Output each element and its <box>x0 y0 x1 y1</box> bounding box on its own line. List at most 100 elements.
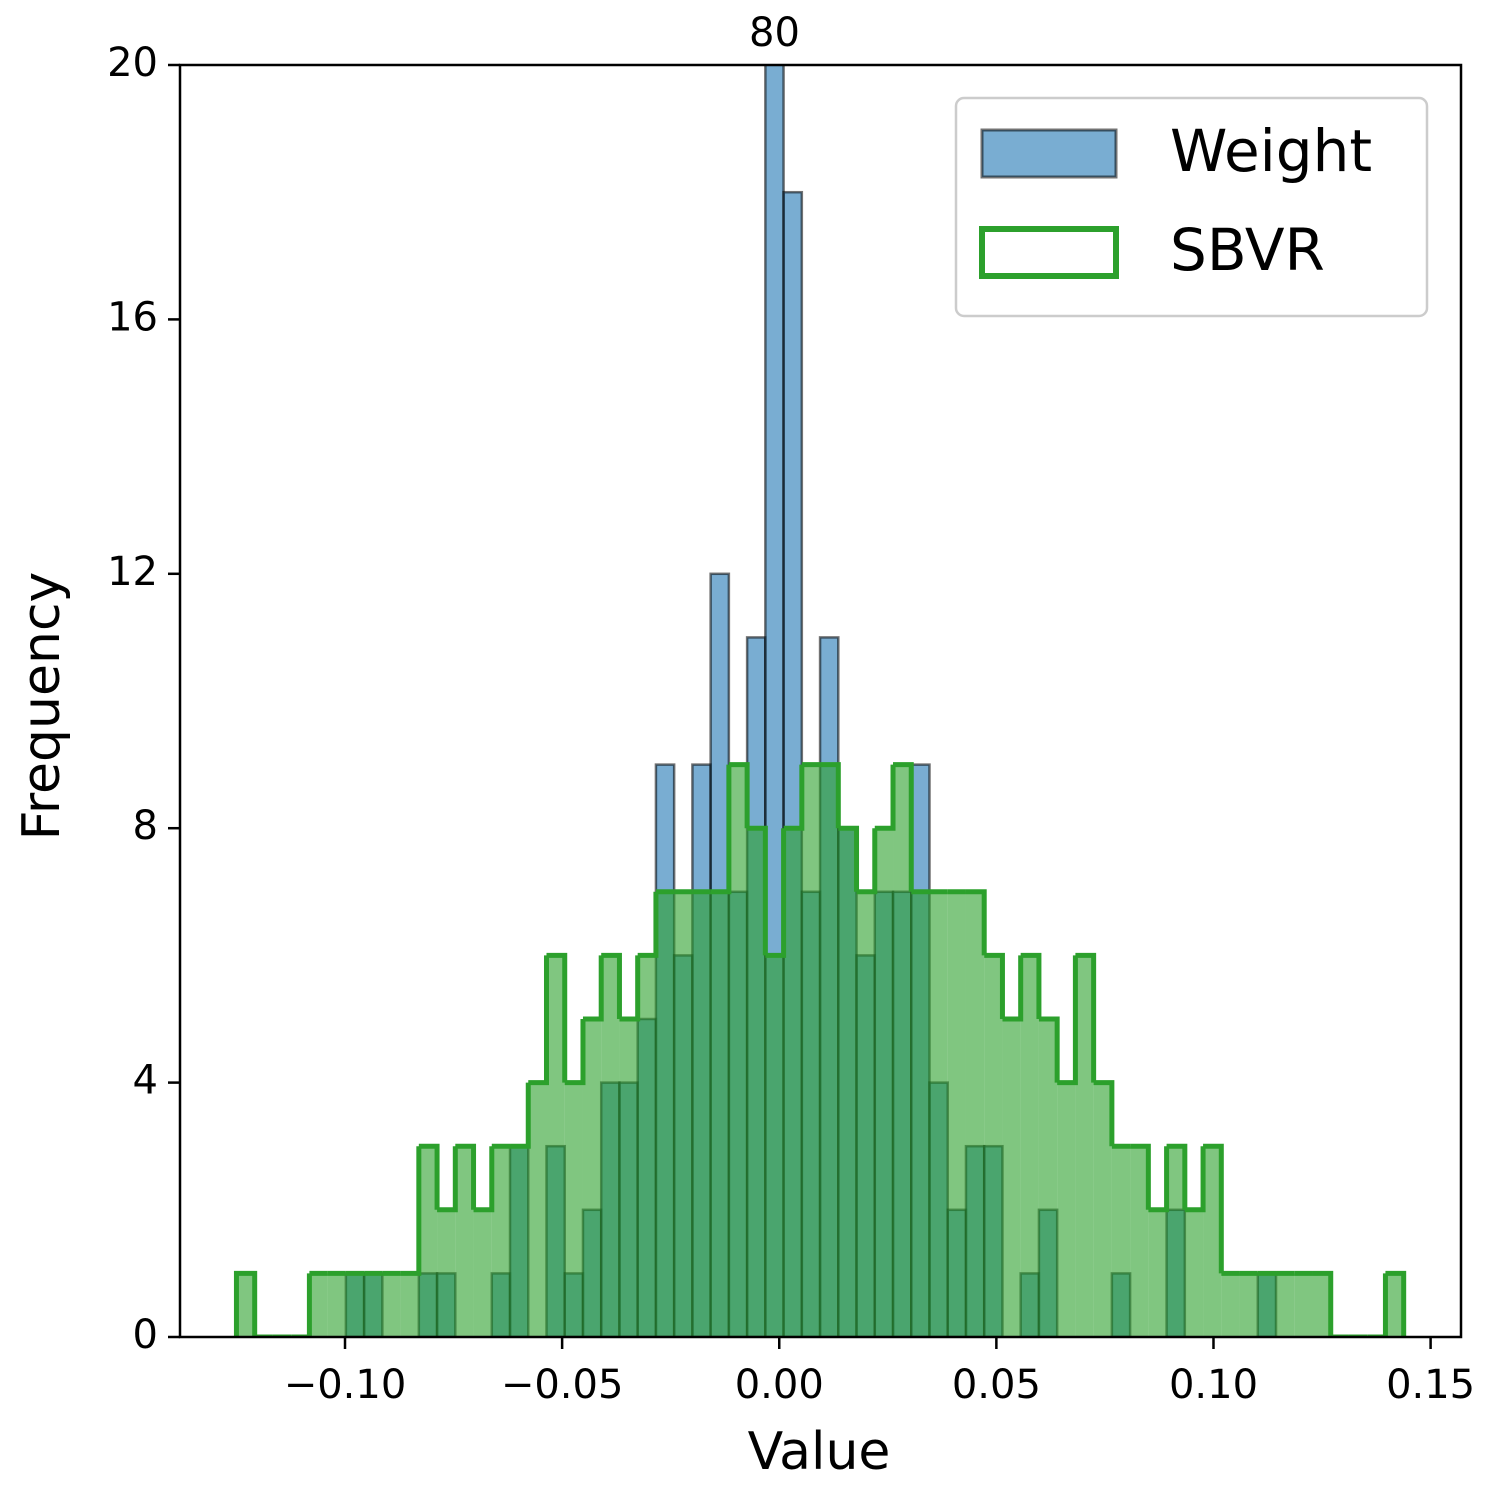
step-outline <box>765 828 787 958</box>
histogram-bar <box>601 955 620 1337</box>
histogram-bar <box>637 955 656 1337</box>
histogram-bar <box>820 764 839 1337</box>
legend-label: Weight <box>1170 117 1372 185</box>
histogram-bar <box>674 891 693 1337</box>
histogram-bar <box>1221 1273 1240 1337</box>
step-outline <box>418 1143 440 1210</box>
histogram-bar <box>1148 1209 1167 1337</box>
step-outline <box>546 952 568 1083</box>
histogram-bar <box>455 1146 474 1337</box>
step-outline <box>455 1143 477 1210</box>
histogram-bar <box>1294 1273 1313 1337</box>
step-outline <box>582 955 604 1022</box>
step-outline <box>291 1273 312 1337</box>
histogram-bar <box>1038 1019 1058 1337</box>
y-tick-label: 4 <box>133 1058 158 1104</box>
histogram-bar <box>1020 955 1039 1337</box>
x-axis-label: Value <box>748 1422 891 1482</box>
step-outline <box>528 955 549 1086</box>
histogram-bar <box>1130 1146 1149 1337</box>
histogram-bar <box>564 1082 583 1337</box>
histogram-bar <box>582 1019 602 1337</box>
legend-label: SBVR <box>1170 216 1325 284</box>
histogram-bar <box>710 891 729 1337</box>
y-axis-label: Frequency <box>12 572 72 841</box>
histogram-bar <box>1184 1209 1204 1337</box>
legend-swatch <box>979 226 1119 279</box>
histogram-bar <box>510 1146 529 1337</box>
step-outline <box>1148 1146 1170 1213</box>
step-outline <box>564 1019 586 1086</box>
histogram-bar <box>1276 1273 1295 1337</box>
step-outline <box>619 955 641 1022</box>
legend-swatch <box>980 128 1118 179</box>
histogram-bar <box>874 828 894 1337</box>
step-outline <box>747 825 768 956</box>
histogram-bar <box>437 1209 456 1337</box>
step-outline <box>965 889 987 956</box>
step-outline <box>728 762 750 829</box>
step-outline <box>856 828 878 895</box>
step-outline <box>1130 1143 1151 1210</box>
histogram-bar <box>783 828 802 1337</box>
histogram-bar <box>838 828 857 1337</box>
step-outline <box>1057 955 1078 1086</box>
step-outline <box>1020 952 1042 1019</box>
histogram-bar <box>1111 1146 1131 1337</box>
histogram-bar <box>655 891 675 1337</box>
histogram-bar <box>947 891 966 1337</box>
histogram-bar <box>747 828 766 1337</box>
histogram-bar <box>929 891 948 1337</box>
step-outline <box>1203 1143 1224 1274</box>
histogram-bar <box>1075 955 1094 1337</box>
histogram-bar <box>1239 1273 1258 1337</box>
histogram-bar <box>345 1273 365 1337</box>
step-outline <box>400 1146 422 1276</box>
histogram-bar <box>418 1146 438 1337</box>
histogram-bar <box>1057 1082 1076 1337</box>
x-tick-label: 0.15 <box>1386 1362 1475 1408</box>
step-outline <box>838 825 860 892</box>
step-outline <box>233 1270 258 1337</box>
x-tick-label: 0.10 <box>1169 1362 1258 1408</box>
histogram-bar <box>382 1273 401 1337</box>
step-outline <box>601 952 622 1019</box>
histogram-bar <box>1203 1146 1222 1337</box>
plot-area <box>233 65 1407 1337</box>
clipped-value-label: 80 <box>749 10 800 56</box>
histogram-bar <box>400 1273 419 1337</box>
step-outline <box>1093 1080 1115 1147</box>
step-outline <box>874 764 896 831</box>
axes-frame <box>178 63 1463 1339</box>
histogram-bar <box>801 764 821 1337</box>
histogram-bar <box>1166 1146 1185 1337</box>
step-outline <box>437 1146 458 1213</box>
histogram-bar <box>692 891 711 1337</box>
histogram-bar <box>491 1146 511 1337</box>
y-tick-label: 0 <box>133 1312 158 1358</box>
histogram-bar <box>619 1019 638 1337</box>
x-tick-label: −0.10 <box>284 1362 407 1408</box>
step-outline <box>1184 1146 1206 1213</box>
step-outline <box>1075 952 1097 1083</box>
step-outline <box>1038 1016 1060 1083</box>
histogram-bar <box>911 891 930 1337</box>
step-outline <box>473 1146 495 1213</box>
x-tick-label: 0.05 <box>952 1362 1041 1408</box>
step-outline <box>1166 1143 1188 1210</box>
histogram-bar <box>528 1082 547 1337</box>
histogram-bar <box>364 1273 383 1337</box>
step-outline <box>984 952 1005 1019</box>
step-outline <box>1385 1270 1407 1337</box>
histogram-bar <box>984 955 1003 1337</box>
histogram-bar <box>1257 1273 1277 1337</box>
histogram-bar <box>309 1273 328 1337</box>
x-tick-label: 0.00 <box>735 1362 824 1408</box>
histogram-bar <box>473 1209 492 1337</box>
histogram-bar <box>1093 1082 1112 1337</box>
step-outline <box>1367 1273 1388 1337</box>
y-tick-label: 8 <box>133 803 158 849</box>
histogram-bar <box>1002 1019 1021 1337</box>
